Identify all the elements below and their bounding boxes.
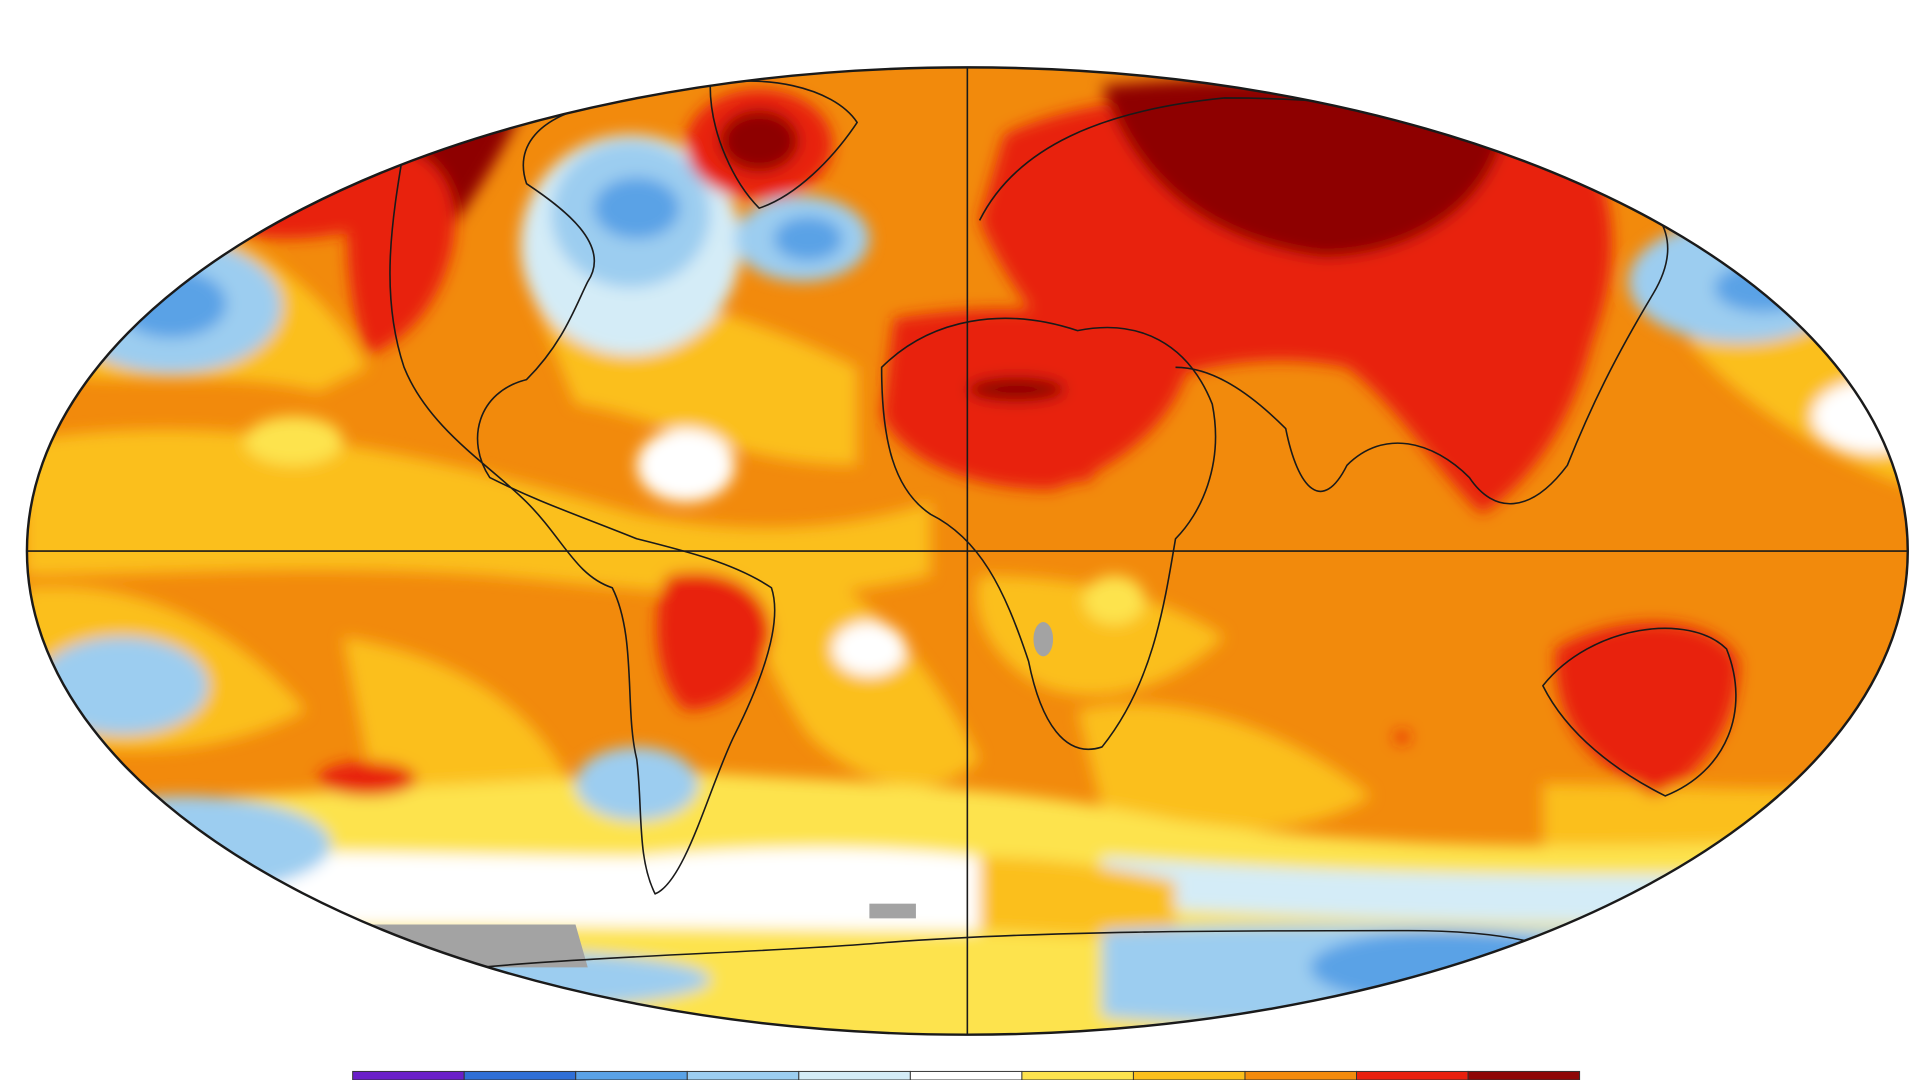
- color-scale-step: [1132, 1070, 1246, 1080]
- color-scale-step: [1467, 1070, 1581, 1080]
- color-scale-step: [1356, 1070, 1469, 1080]
- color-scale-step: [1021, 1070, 1134, 1080]
- color-scale-step: [575, 1070, 688, 1080]
- color-scale-step: [798, 1070, 911, 1080]
- no-data: [269, 924, 588, 968]
- color-scale-step: [352, 1070, 465, 1080]
- color-scale-step: [686, 1070, 800, 1080]
- color-scale-step: [1244, 1070, 1358, 1080]
- color-scale-step: [909, 1070, 1023, 1080]
- color-scale: [352, 1070, 1581, 1080]
- coastlines: [232, 80, 1737, 981]
- map-border: [25, 66, 1909, 1036]
- no-data: [869, 903, 916, 919]
- color-scale-step: [463, 1070, 577, 1080]
- no-data: [1033, 622, 1054, 657]
